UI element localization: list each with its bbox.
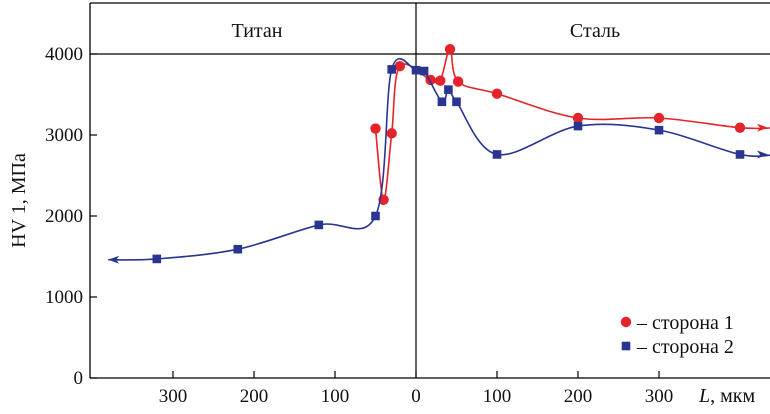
data-point xyxy=(492,150,502,159)
legend-label-1: – сторона 1 xyxy=(636,312,734,334)
x-tick-label: 100 xyxy=(483,386,512,407)
x-axis-title: L, мкм xyxy=(698,385,755,407)
data-point xyxy=(573,121,583,131)
data-point xyxy=(444,85,453,94)
x-tick-label: 100 xyxy=(321,386,350,407)
x-tick-label: 200 xyxy=(564,386,593,407)
legend-marker-2 xyxy=(621,341,631,351)
data-point xyxy=(572,112,584,124)
data-point xyxy=(435,75,446,86)
data-point xyxy=(419,66,429,76)
x-tick-label: 200 xyxy=(240,386,269,407)
x-axis-title-variable: L xyxy=(698,385,710,407)
legend-marker-1 xyxy=(620,316,632,328)
data-point xyxy=(233,244,243,254)
series-arrow-start-2 xyxy=(108,255,120,264)
data-point xyxy=(452,97,461,107)
data-point xyxy=(734,122,746,133)
data-point xyxy=(444,43,456,55)
series-arrow-end-2 xyxy=(757,150,768,159)
series-arrow-end-1 xyxy=(757,123,768,132)
y-tick-label: 0 xyxy=(74,368,84,389)
y-axis-title: HV 1, МПа xyxy=(8,153,30,248)
data-point xyxy=(491,88,503,99)
data-point xyxy=(411,65,421,75)
data-point xyxy=(371,211,380,221)
data-point xyxy=(386,128,397,139)
text-labels: Титан Сталь HV 1, МПа L, мкм xyxy=(8,20,755,407)
x-tick-label: 0 xyxy=(411,386,421,407)
series-2 xyxy=(108,58,770,264)
data-point xyxy=(735,150,745,159)
y-tick-label: 3000 xyxy=(45,125,83,146)
y-tick-label: 2000 xyxy=(45,206,83,227)
series-layer xyxy=(108,43,770,264)
legend-label-2: – сторона 2 xyxy=(636,336,734,358)
data-point xyxy=(370,123,381,134)
data-point xyxy=(152,254,162,264)
y-tick-label: 4000 xyxy=(45,44,83,65)
legend: – сторона 1– сторона 2 xyxy=(620,312,734,358)
x-tick-label: 300 xyxy=(645,386,674,407)
data-point xyxy=(437,97,447,107)
region-label-right: Сталь xyxy=(570,20,620,42)
header-band xyxy=(90,3,770,378)
region-label-left: Титан xyxy=(232,20,283,42)
data-point xyxy=(387,65,396,74)
x-tick-label: 300 xyxy=(159,386,188,407)
y-tick-label: 1000 xyxy=(45,287,83,308)
series-line-1 xyxy=(374,48,770,201)
data-point xyxy=(314,220,324,230)
data-point xyxy=(452,76,464,87)
series-1 xyxy=(370,43,770,205)
data-point xyxy=(394,60,405,72)
plot-frame xyxy=(89,2,770,379)
series-line-2 xyxy=(108,58,770,261)
x-axis-title-unit: , мкм xyxy=(710,385,755,407)
data-point xyxy=(653,112,665,124)
data-point xyxy=(654,125,664,135)
